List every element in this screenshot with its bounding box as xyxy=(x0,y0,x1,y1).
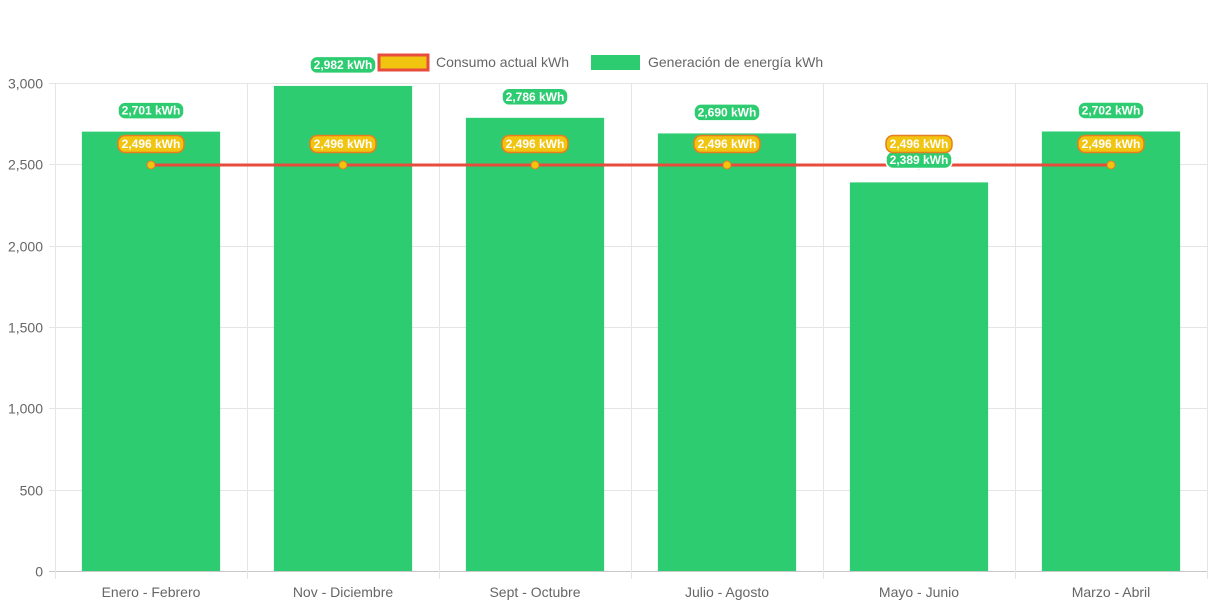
line-value-label: 2,496 kWh xyxy=(1077,134,1145,154)
line-value-label: 2,496 kWh xyxy=(693,134,761,154)
line-value-label-text: 2,496 kWh xyxy=(890,137,949,151)
axes: 0 500 1,000 1,500 2,000 2,500 3,000 Enero - Feb… xyxy=(8,76,1150,601)
line-value-label: 2,496 kWh xyxy=(117,134,185,154)
line-point xyxy=(1106,160,1116,170)
bar-value-label-bg xyxy=(1077,101,1145,120)
y-tick-label: 1,000 xyxy=(8,401,43,417)
bar-value-label: 2,701 kWh xyxy=(117,101,185,120)
y-tick-label: 2,000 xyxy=(8,239,43,255)
bar-series xyxy=(81,85,1181,571)
bar xyxy=(465,117,605,571)
bar-value-label-bg xyxy=(117,101,185,120)
line-value-label-bg xyxy=(693,134,761,154)
bar xyxy=(81,131,221,571)
legend: Consumo actual kWh Generación de energía … xyxy=(377,53,823,72)
bar-value-label-bg xyxy=(693,103,761,122)
bar-value-label-text: 2,786 kWh xyxy=(506,90,565,104)
legend-swatch-consumo xyxy=(377,53,430,72)
line-value-label-bg xyxy=(117,134,185,154)
bar-value-label-bg xyxy=(501,87,569,107)
line-point xyxy=(530,160,540,170)
bar xyxy=(657,133,797,571)
bar xyxy=(849,182,989,571)
bar-value-label-text: 2,982 kWh xyxy=(314,58,373,72)
line-value-label: 2,496 kWh xyxy=(309,134,377,154)
y-tick-label: 3,000 xyxy=(8,76,43,92)
bar xyxy=(273,85,413,571)
bar-value-label-text: 2,702 kWh xyxy=(1082,103,1141,117)
y-tick-label: 2,500 xyxy=(8,157,43,173)
legend-item-consumo: Consumo actual kWh xyxy=(377,53,569,72)
line-value-label-text: 2,496 kWh xyxy=(122,137,181,151)
line-value-label: 2,496 kWh xyxy=(501,134,569,154)
line-value-label-bg xyxy=(885,134,953,154)
legend-label-consumo: Consumo actual kWh xyxy=(436,54,569,70)
bar-value-label: 2,982 kWh xyxy=(309,55,377,75)
x-tick-label: Sept - Octubre xyxy=(489,584,580,600)
y-tick-label: 1,500 xyxy=(8,320,43,336)
x-tick-label: Mayo - Junio xyxy=(879,584,959,600)
bar-value-label: 2,389 kWh xyxy=(885,150,953,170)
legend-label-generacion: Generación de energía kWh xyxy=(648,54,823,70)
bar-value-label-text: 2,389 kWh xyxy=(890,153,949,167)
bar-value-label: 2,690 kWh xyxy=(693,103,761,122)
x-tick-label: Marzo - Abril xyxy=(1072,584,1151,600)
bar-value-label: 2,786 kWh xyxy=(501,87,569,107)
line-point xyxy=(338,160,348,170)
line-value-label-bg xyxy=(501,134,569,154)
bar xyxy=(1041,131,1181,571)
line-value-label-text: 2,496 kWh xyxy=(1082,137,1141,151)
line-value-label-bg xyxy=(1077,134,1145,154)
bar-value-label: 2,702 kWh xyxy=(1077,101,1145,120)
line-value-label-bg xyxy=(309,134,377,154)
bar-value-label-text: 2,701 kWh xyxy=(122,104,181,118)
line-value-label-text: 2,496 kWh xyxy=(698,137,757,151)
grid-lines xyxy=(49,83,1208,579)
line-value-label-text: 2,496 kWh xyxy=(314,137,373,151)
y-tick-label: 0 xyxy=(35,564,43,580)
bar-value-label-text: 2,690 kWh xyxy=(698,105,757,119)
legend-item-generacion: Generación de energía kWh xyxy=(591,54,823,70)
data-labels: 2,701 kWh 2,982 kWh 2,786 kWh 2,690 kWh 2,38… xyxy=(117,55,1145,170)
line-value-label: 2,496 kWh xyxy=(885,134,953,154)
x-tick-label: Enero - Febrero xyxy=(102,584,201,600)
line-point xyxy=(146,160,156,170)
line-point xyxy=(722,160,732,170)
y-tick-label: 500 xyxy=(20,483,44,499)
line-value-label-text: 2,496 kWh xyxy=(506,137,565,151)
x-tick-label: Nov - Diciembre xyxy=(293,584,394,600)
x-tick-label: Julio - Agosto xyxy=(685,584,769,600)
legend-swatch-generacion xyxy=(591,55,640,70)
bar-value-label-bg xyxy=(309,55,377,75)
